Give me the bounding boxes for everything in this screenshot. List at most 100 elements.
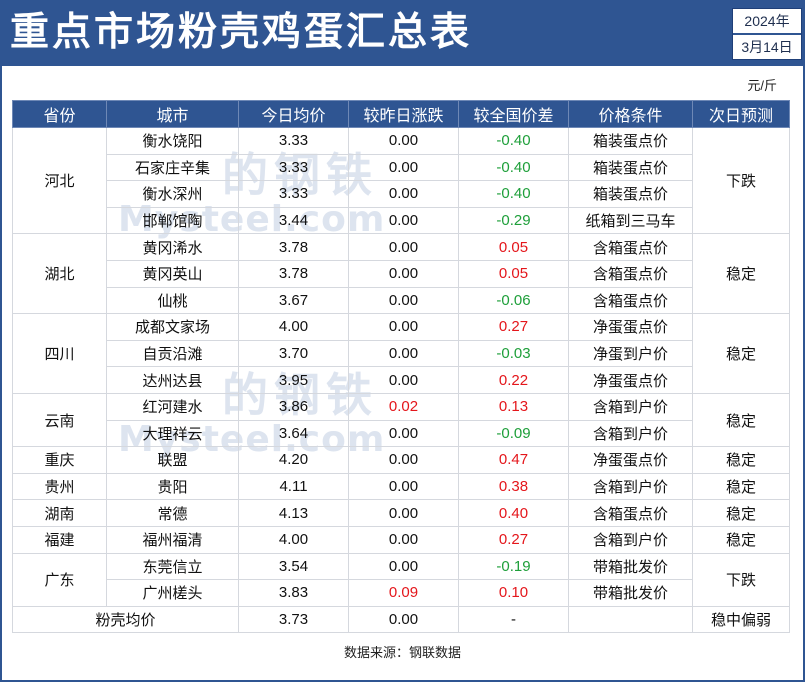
condition-cell: 带箱批发价 bbox=[568, 579, 693, 607]
price-cell: 3.64 bbox=[238, 419, 349, 448]
province-cell: 四川 bbox=[12, 313, 107, 394]
diff-cell: -0.40 bbox=[458, 127, 569, 155]
column-header: 省份 bbox=[12, 100, 107, 128]
change-cell: 0.00 bbox=[348, 366, 459, 394]
column-header: 次日预测 bbox=[692, 100, 790, 128]
summary-forecast: 稳中偏弱 bbox=[692, 605, 790, 634]
price-cell: 3.33 bbox=[238, 153, 349, 182]
change-cell: 0.00 bbox=[348, 127, 459, 155]
table-row: 衡水深州 3.33 0.00 -0.40 箱装蛋点价 bbox=[13, 180, 790, 208]
change-cell: 0.00 bbox=[348, 339, 459, 368]
diff-cell: 0.05 bbox=[458, 259, 569, 288]
province-cell: 福建 bbox=[12, 525, 107, 554]
price-cell: 3.54 bbox=[238, 552, 349, 581]
city-cell: 贵阳 bbox=[106, 472, 239, 501]
change-cell: 0.00 bbox=[348, 206, 459, 235]
diff-cell: -0.19 bbox=[458, 552, 569, 581]
change-cell: 0.00 bbox=[348, 313, 459, 341]
bottom-border bbox=[0, 680, 805, 682]
change-cell: 0.00 bbox=[348, 259, 459, 288]
province-cell: 湖北 bbox=[12, 233, 107, 315]
province-cell: 广东 bbox=[12, 552, 107, 607]
table-row: 达州达县 3.95 0.00 0.22 净蛋蛋点价 bbox=[13, 366, 790, 394]
change-cell: 0.00 bbox=[348, 472, 459, 501]
city-cell: 仙桃 bbox=[106, 286, 239, 315]
city-cell: 常德 bbox=[106, 499, 239, 527]
change-cell: 0.00 bbox=[348, 552, 459, 581]
table-row: 石家庄辛集 3.33 0.00 -0.40 箱装蛋点价 bbox=[13, 153, 790, 182]
column-header: 较全国价差 bbox=[458, 100, 569, 128]
change-cell: 0.00 bbox=[348, 446, 459, 474]
province-cell: 重庆 bbox=[12, 446, 107, 474]
condition-cell: 含箱蛋点价 bbox=[568, 499, 693, 527]
change-cell: 0.02 bbox=[348, 392, 459, 421]
column-header: 今日均价 bbox=[238, 100, 349, 128]
summary-condition bbox=[568, 605, 693, 634]
city-cell: 黄冈浠水 bbox=[106, 233, 239, 261]
price-cell: 3.95 bbox=[238, 366, 349, 394]
province-cell: 云南 bbox=[12, 392, 107, 448]
city-cell: 邯郸馆陶 bbox=[106, 206, 239, 235]
forecast-cell: 下跌 bbox=[692, 126, 790, 235]
diff-cell: 0.40 bbox=[458, 499, 569, 527]
table-row: 仙桃 3.67 0.00 -0.06 含箱蛋点价 bbox=[13, 286, 790, 315]
date-year: 2024年 bbox=[744, 13, 790, 29]
price-cell: 4.13 bbox=[238, 499, 349, 527]
table-row: 邯郸馆陶 3.44 0.00 -0.29 纸箱到三马车 bbox=[13, 206, 790, 235]
price-cell: 3.67 bbox=[238, 286, 349, 315]
city-cell: 东莞信立 bbox=[106, 552, 239, 581]
left-border bbox=[0, 66, 2, 682]
city-cell: 衡水饶阳 bbox=[106, 127, 239, 155]
condition-cell: 净蛋蛋点价 bbox=[568, 313, 693, 341]
diff-cell: -0.03 bbox=[458, 339, 569, 368]
diff-cell: -0.06 bbox=[458, 286, 569, 315]
forecast-cell: 稳定 bbox=[692, 525, 790, 554]
table-row: 大理祥云 3.64 0.00 -0.09 含箱到户价 bbox=[13, 419, 790, 448]
condition-cell: 含箱到户价 bbox=[568, 472, 693, 501]
diff-cell: 0.22 bbox=[458, 366, 569, 394]
province-cell: 湖南 bbox=[12, 499, 107, 527]
table-row: 湖北 黄冈浠水 3.78 0.00 0.05 含箱蛋点价 稳定 bbox=[12, 233, 790, 315]
forecast-cell: 稳定 bbox=[692, 446, 790, 474]
condition-cell: 净蛋蛋点价 bbox=[568, 366, 693, 394]
condition-cell: 箱装蛋点价 bbox=[568, 127, 693, 155]
diff-cell: 0.27 bbox=[458, 525, 569, 554]
city-cell: 红河建水 bbox=[106, 392, 239, 421]
diff-cell: -0.09 bbox=[458, 419, 569, 448]
forecast-cell: 稳定 bbox=[692, 499, 790, 527]
price-cell: 3.86 bbox=[238, 392, 349, 421]
table-row: 云南 红河建水 3.86 0.02 0.13 含箱到户价 稳定 bbox=[12, 392, 790, 448]
condition-cell: 含箱到户价 bbox=[568, 419, 693, 448]
right-border bbox=[803, 66, 805, 682]
price-cell: 3.78 bbox=[238, 259, 349, 288]
table-row: 自贡沿滩 3.70 0.00 -0.03 净蛋到户价 bbox=[13, 339, 790, 368]
table-row: 广东 东莞信立 3.54 0.00 -0.19 带箱批发价 下跌 bbox=[12, 552, 790, 607]
price-cell: 3.33 bbox=[238, 127, 349, 155]
forecast-cell: 稳定 bbox=[692, 313, 790, 394]
summary-label: 粉壳均价 bbox=[12, 605, 239, 634]
price-cell: 3.83 bbox=[238, 579, 349, 607]
change-cell: 0.00 bbox=[348, 180, 459, 208]
price-cell: 3.70 bbox=[238, 339, 349, 368]
forecast-cell: 稳定 bbox=[692, 233, 790, 315]
date-day: 3月14日 bbox=[733, 33, 801, 59]
diff-cell: 0.10 bbox=[458, 579, 569, 607]
summary-price: 3.73 bbox=[238, 605, 349, 634]
condition-cell: 箱装蛋点价 bbox=[568, 153, 693, 182]
change-cell: 0.00 bbox=[348, 525, 459, 554]
city-cell: 大理祥云 bbox=[106, 419, 239, 448]
city-cell: 福州福清 bbox=[106, 525, 239, 554]
change-cell: 0.00 bbox=[348, 286, 459, 315]
table-row: 湖南 常德 4.13 0.00 0.40 含箱蛋点价 稳定 bbox=[12, 499, 790, 527]
condition-cell: 箱装蛋点价 bbox=[568, 180, 693, 208]
condition-cell: 含箱到户价 bbox=[568, 525, 693, 554]
column-header: 价格条件 bbox=[568, 100, 693, 128]
price-cell: 4.20 bbox=[238, 446, 349, 474]
condition-cell: 含箱到户价 bbox=[568, 392, 693, 421]
diff-cell: -0.40 bbox=[458, 153, 569, 182]
change-cell: 0.00 bbox=[348, 153, 459, 182]
table-row: 贵州 贵阳 4.11 0.00 0.38 含箱到户价 稳定 bbox=[12, 472, 790, 501]
price-cell: 4.00 bbox=[238, 313, 349, 341]
change-cell: 0.09 bbox=[348, 579, 459, 607]
